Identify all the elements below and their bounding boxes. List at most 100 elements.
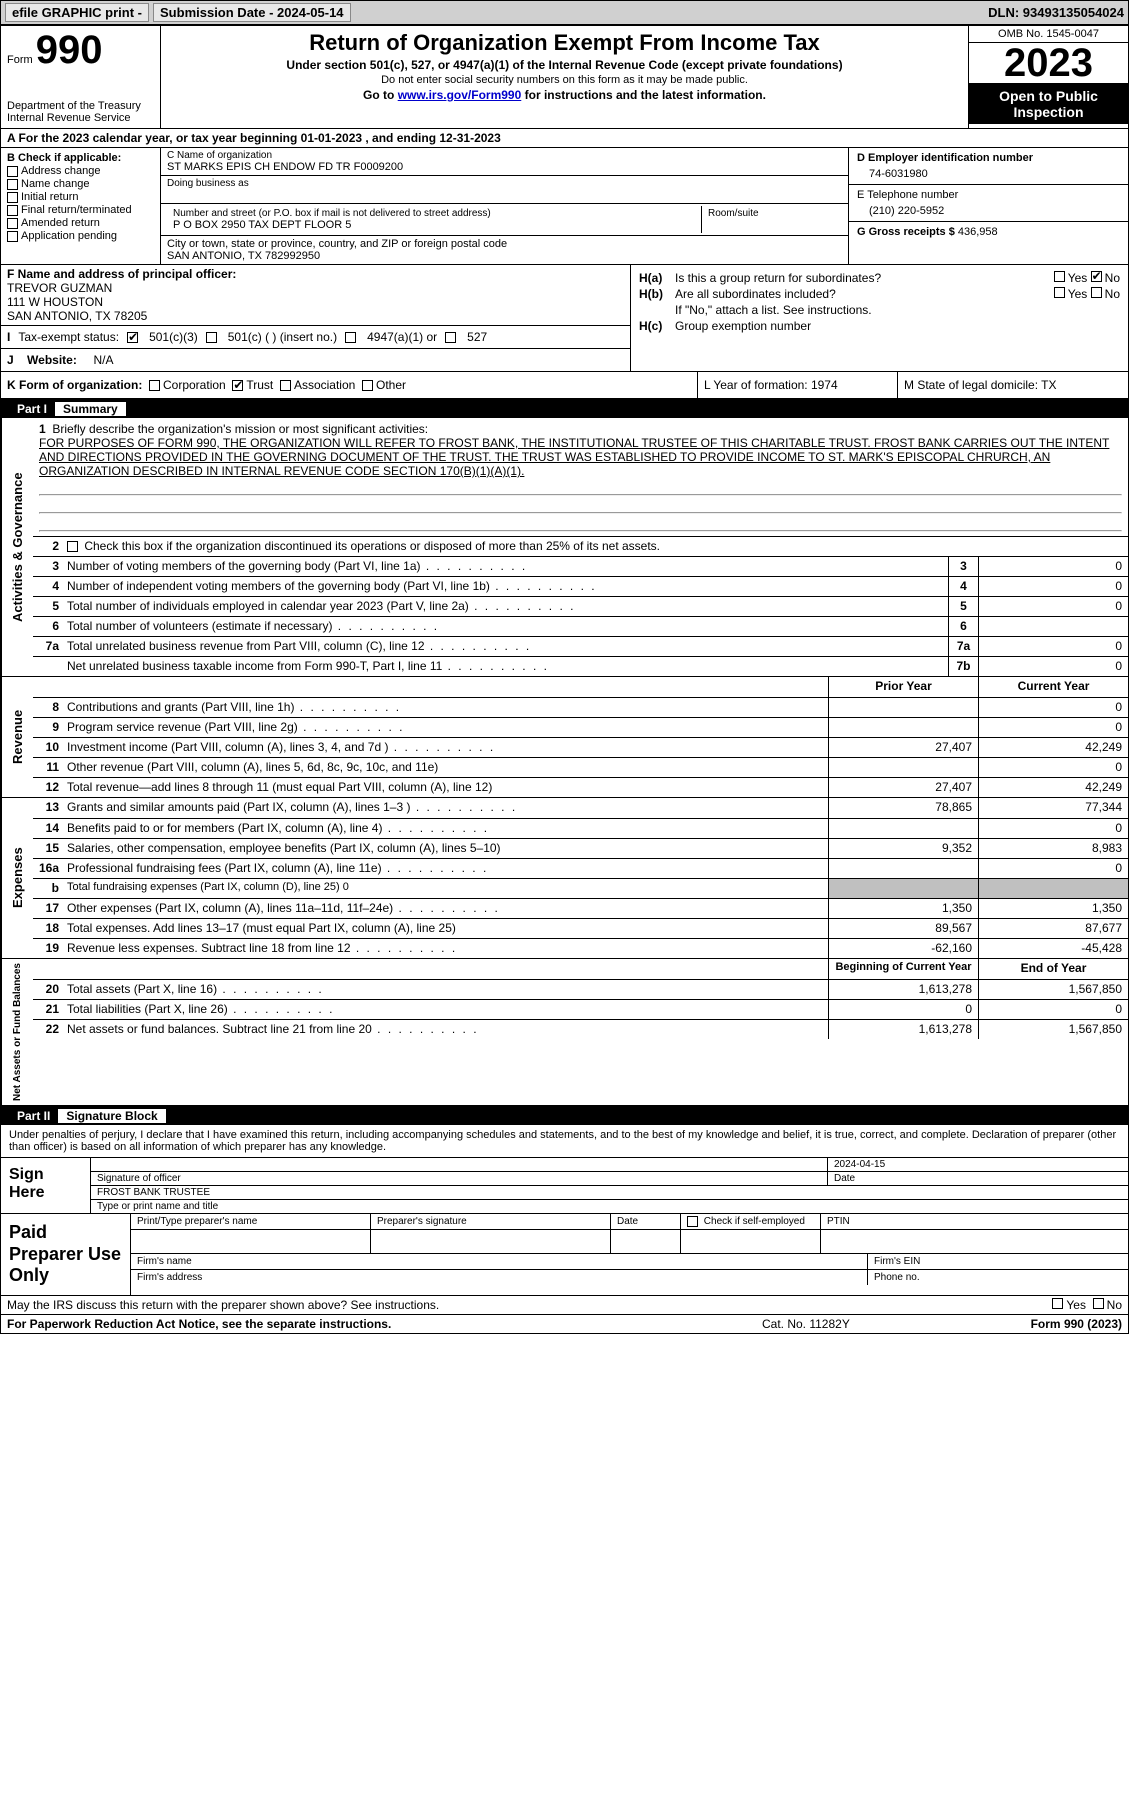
line16a-curr: 0 bbox=[978, 859, 1128, 878]
paid-preparer-label: Paid Preparer Use Only bbox=[1, 1214, 131, 1295]
line10-curr: 42,249 bbox=[978, 738, 1128, 757]
form-subtitle1: Under section 501(c), 527, or 4947(a)(1)… bbox=[169, 58, 960, 72]
cb-application-pending[interactable] bbox=[7, 231, 18, 242]
topbar: efile GRAPHIC print - Submission Date - … bbox=[0, 0, 1129, 25]
mission-text: FOR PURPOSES OF FORM 990, THE ORGANIZATI… bbox=[39, 436, 1109, 478]
line13-text: Grants and similar amounts paid (Part IX… bbox=[63, 798, 828, 818]
ha-text: Is this a group return for subordinates? bbox=[675, 271, 1054, 285]
dept-treasury: Department of the Treasury Internal Reve… bbox=[7, 100, 154, 124]
mission-label: Briefly describe the organization's miss… bbox=[52, 422, 428, 436]
line21-end: 0 bbox=[978, 1000, 1128, 1019]
vlabel-revenue: Revenue bbox=[1, 677, 33, 797]
cb-address-change[interactable] bbox=[7, 166, 18, 177]
discuss-text: May the IRS discuss this return with the… bbox=[7, 1298, 1052, 1312]
cb-k-corp[interactable] bbox=[149, 380, 160, 391]
line19-curr: -45,428 bbox=[978, 939, 1128, 958]
tax-year: 2023 bbox=[969, 43, 1128, 84]
line4-text: Number of independent voting members of … bbox=[63, 577, 948, 596]
form-subtitle3: Go to www.irs.gov/Form990 for instructio… bbox=[169, 88, 960, 102]
section-net-assets: Net Assets or Fund Balances Beginning of… bbox=[1, 959, 1128, 1107]
cb-self-employed[interactable] bbox=[687, 1216, 698, 1227]
cb-501c[interactable] bbox=[206, 332, 217, 343]
firm-addr-label: Firm's address bbox=[131, 1270, 868, 1285]
form-footer: Form 990 (2023) bbox=[962, 1317, 1122, 1331]
col-h-group: H(a)Is this a group return for subordina… bbox=[631, 265, 1128, 371]
cb-ha-yes[interactable] bbox=[1054, 271, 1065, 282]
cb-discuss-no[interactable] bbox=[1093, 1298, 1104, 1309]
prep-sig-label: Preparer's signature bbox=[371, 1214, 611, 1229]
section-revenue: Revenue Prior YearCurrent Year 8Contribu… bbox=[1, 677, 1128, 798]
line11-prior bbox=[828, 758, 978, 777]
line7a-value: 0 bbox=[978, 637, 1128, 656]
firm-ein-label: Firm's EIN bbox=[868, 1254, 1128, 1269]
tel-value: (210) 220-5952 bbox=[857, 205, 1120, 217]
sig-name-value: FROST BANK TRUSTEE bbox=[91, 1186, 1128, 1199]
col-d-ein-tel: D Employer identification number 74-6031… bbox=[848, 148, 1128, 264]
col-b-checkboxes: B Check if applicable: Address change Na… bbox=[1, 148, 161, 264]
line2-text: Check this box if the organization disco… bbox=[84, 539, 660, 553]
vlabel-governance: Activities & Governance bbox=[1, 418, 33, 676]
line22-end: 1,567,850 bbox=[978, 1020, 1128, 1039]
line22-text: Net assets or fund balances. Subtract li… bbox=[63, 1020, 828, 1039]
line3-text: Number of voting members of the governin… bbox=[63, 557, 948, 576]
part2-header: Part II Signature Block bbox=[1, 1107, 1128, 1125]
cb-name-change[interactable] bbox=[7, 179, 18, 190]
line9-text: Program service revenue (Part VIII, line… bbox=[63, 718, 828, 737]
line15-prior: 9,352 bbox=[828, 839, 978, 858]
m-state-domicile: M State of legal domicile: TX bbox=[898, 372, 1128, 398]
footer-bottom: For Paperwork Reduction Act Notice, see … bbox=[1, 1315, 1128, 1333]
line18-curr: 87,677 bbox=[978, 919, 1128, 938]
form-label: Form bbox=[7, 54, 33, 66]
cb-527[interactable] bbox=[445, 332, 456, 343]
tax-status-label: Tax-exempt status: bbox=[18, 330, 119, 344]
form-title: Return of Organization Exempt From Incom… bbox=[169, 30, 960, 56]
line21-text: Total liabilities (Part X, line 26) bbox=[63, 1000, 828, 1019]
cb-k-other[interactable] bbox=[362, 380, 373, 391]
cb-amended-return[interactable] bbox=[7, 218, 18, 229]
row-klm: K Form of organization: Corporation Trus… bbox=[1, 372, 1128, 400]
cb-4947a1[interactable] bbox=[345, 332, 356, 343]
cb-ha-no[interactable] bbox=[1091, 271, 1102, 282]
line11-curr: 0 bbox=[978, 758, 1128, 777]
hb2-text: If "No," attach a list. See instructions… bbox=[675, 303, 1120, 317]
cb-initial-return[interactable] bbox=[7, 192, 18, 203]
website-value: N/A bbox=[94, 353, 114, 367]
line8-text: Contributions and grants (Part VIII, lin… bbox=[63, 698, 828, 717]
cb-hb-yes[interactable] bbox=[1054, 287, 1065, 298]
website-label: Website: bbox=[27, 353, 77, 367]
line14-prior bbox=[828, 819, 978, 838]
cb-discuss-yes[interactable] bbox=[1052, 1298, 1063, 1309]
gross-receipts-value: 436,958 bbox=[958, 226, 998, 238]
pra-notice: For Paperwork Reduction Act Notice, see … bbox=[7, 1317, 762, 1331]
line17-curr: 1,350 bbox=[978, 899, 1128, 918]
efile-print-btn[interactable]: efile GRAPHIC print - bbox=[5, 3, 149, 22]
part1-header: Part I Summary bbox=[1, 400, 1128, 418]
line3-value: 0 bbox=[978, 557, 1128, 576]
irs-link[interactable]: www.irs.gov/Form990 bbox=[398, 88, 522, 102]
line17-prior: 1,350 bbox=[828, 899, 978, 918]
col-b-label: B Check if applicable: bbox=[7, 152, 154, 164]
form-990: Form 990 Department of the Treasury Inte… bbox=[0, 25, 1129, 1334]
cb-line2[interactable] bbox=[67, 541, 78, 552]
line14-curr: 0 bbox=[978, 819, 1128, 838]
submission-date-btn[interactable]: Submission Date - 2024-05-14 bbox=[153, 3, 351, 22]
cb-final-return[interactable] bbox=[7, 205, 18, 216]
k-label: K Form of organization: bbox=[7, 378, 142, 392]
line12-prior: 27,407 bbox=[828, 778, 978, 797]
row-a-calendar-year: A For the 2023 calendar year, or tax yea… bbox=[1, 129, 1128, 148]
cb-k-trust[interactable] bbox=[232, 380, 243, 391]
line12-curr: 42,249 bbox=[978, 778, 1128, 797]
org-name-label: C Name of organization bbox=[167, 150, 842, 161]
line7a-text: Total unrelated business revenue from Pa… bbox=[63, 637, 948, 656]
officer-name: TREVOR GUZMAN bbox=[7, 281, 112, 295]
cb-501c3[interactable] bbox=[127, 332, 138, 343]
line19-prior: -62,160 bbox=[828, 939, 978, 958]
line14-text: Benefits paid to or for members (Part IX… bbox=[63, 819, 828, 838]
cb-k-assoc[interactable] bbox=[280, 380, 291, 391]
room-label: Room/suite bbox=[708, 208, 836, 219]
line7b-value: 0 bbox=[978, 657, 1128, 676]
signature-intro: Under penalties of perjury, I declare th… bbox=[1, 1125, 1128, 1158]
section-expenses: Expenses 13Grants and similar amounts pa… bbox=[1, 798, 1128, 959]
cat-no: Cat. No. 11282Y bbox=[762, 1317, 962, 1331]
cb-hb-no[interactable] bbox=[1091, 287, 1102, 298]
